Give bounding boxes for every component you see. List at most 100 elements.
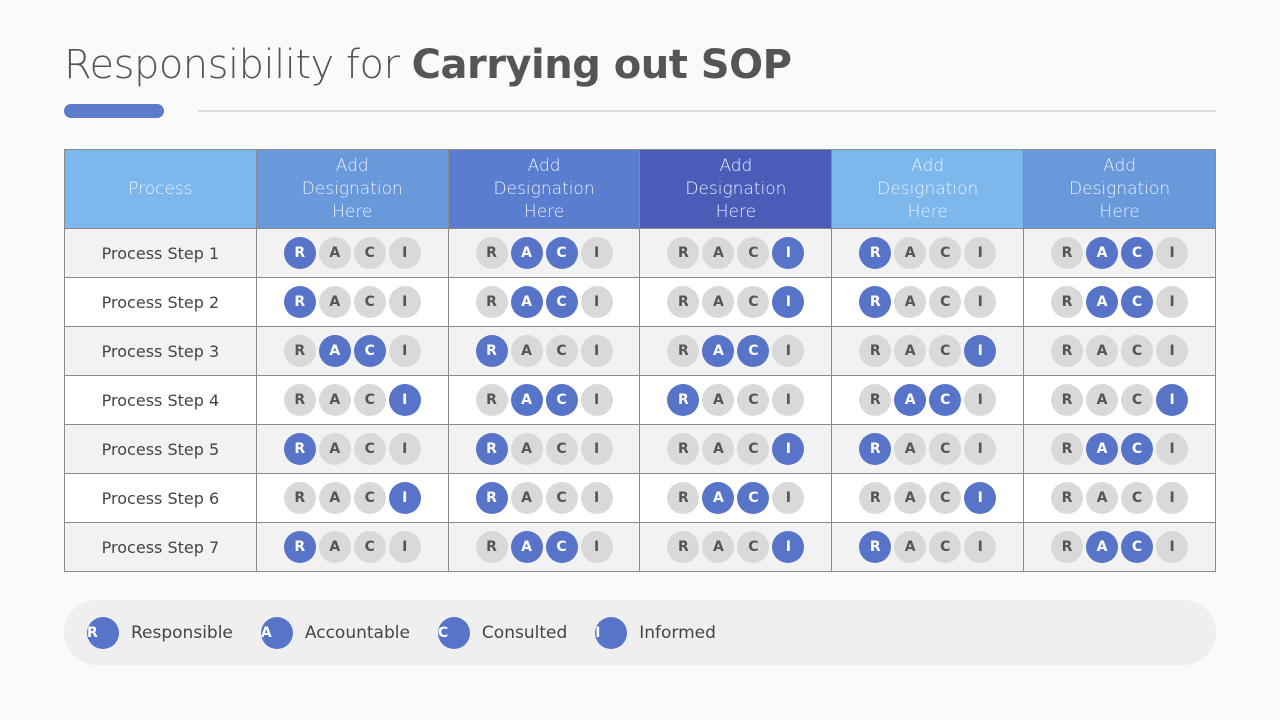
raci-r-badge[interactable]: R — [667, 384, 700, 416]
raci-r-badge[interactable]: R — [1051, 433, 1084, 465]
raci-i-badge[interactable]: I — [388, 286, 421, 318]
raci-c-badge[interactable]: C — [1121, 335, 1154, 367]
raci-r-badge[interactable]: R — [475, 384, 508, 416]
raci-i-badge[interactable]: I — [580, 433, 613, 465]
raci-r-badge[interactable]: R — [283, 237, 316, 269]
raci-a-badge[interactable]: A — [510, 237, 543, 269]
raci-r-badge[interactable]: R — [475, 286, 508, 318]
raci-a-badge[interactable]: A — [702, 335, 735, 367]
raci-r-badge[interactable]: R — [475, 531, 508, 563]
raci-c-badge[interactable]: C — [1121, 237, 1154, 269]
raci-i-badge[interactable]: I — [772, 335, 805, 367]
raci-c-badge[interactable]: C — [737, 335, 770, 367]
raci-i-badge[interactable]: I — [964, 335, 997, 367]
raci-i-badge[interactable]: I — [580, 384, 613, 416]
raci-c-badge[interactable]: C — [1121, 531, 1154, 563]
raci-r-badge[interactable]: R — [859, 286, 892, 318]
raci-a-badge[interactable]: A — [318, 531, 351, 563]
raci-a-badge[interactable]: A — [318, 384, 351, 416]
raci-a-badge[interactable]: A — [1086, 531, 1119, 563]
raci-i-badge[interactable]: I — [1156, 433, 1189, 465]
raci-r-badge[interactable]: R — [475, 335, 508, 367]
raci-i-badge[interactable]: I — [580, 482, 613, 514]
raci-r-badge[interactable]: R — [283, 286, 316, 318]
raci-c-badge[interactable]: C — [1121, 482, 1154, 514]
raci-c-badge[interactable]: C — [929, 531, 962, 563]
raci-c-badge[interactable]: C — [929, 482, 962, 514]
raci-i-badge[interactable]: I — [964, 384, 997, 416]
raci-a-badge[interactable]: A — [894, 433, 927, 465]
raci-a-badge[interactable]: A — [894, 286, 927, 318]
raci-r-badge[interactable]: R — [1051, 237, 1084, 269]
raci-a-badge[interactable]: A — [702, 531, 735, 563]
raci-c-badge[interactable]: C — [929, 237, 962, 269]
raci-a-badge[interactable]: A — [702, 482, 735, 514]
raci-a-badge[interactable]: A — [510, 531, 543, 563]
raci-a-badge[interactable]: A — [894, 482, 927, 514]
raci-i-badge[interactable]: I — [964, 237, 997, 269]
raci-i-badge[interactable]: I — [1156, 335, 1189, 367]
raci-i-badge[interactable]: I — [964, 531, 997, 563]
raci-r-badge[interactable]: R — [667, 286, 700, 318]
raci-i-badge[interactable]: I — [580, 335, 613, 367]
raci-c-badge[interactable]: C — [1121, 433, 1154, 465]
raci-r-badge[interactable]: R — [667, 482, 700, 514]
raci-a-badge[interactable]: A — [702, 286, 735, 318]
raci-r-badge[interactable]: R — [859, 482, 892, 514]
raci-c-badge[interactable]: C — [545, 433, 578, 465]
raci-i-badge[interactable]: I — [964, 286, 997, 318]
raci-a-badge[interactable]: A — [318, 433, 351, 465]
raci-r-badge[interactable]: R — [283, 384, 316, 416]
raci-i-badge[interactable]: I — [388, 335, 421, 367]
raci-r-badge[interactable]: R — [859, 384, 892, 416]
raci-i-badge[interactable]: I — [388, 531, 421, 563]
raci-i-badge[interactable]: I — [964, 482, 997, 514]
raci-r-badge[interactable]: R — [283, 531, 316, 563]
raci-i-badge[interactable]: I — [772, 531, 805, 563]
raci-c-badge[interactable]: C — [545, 237, 578, 269]
raci-a-badge[interactable]: A — [702, 384, 735, 416]
raci-a-badge[interactable]: A — [1086, 286, 1119, 318]
raci-i-badge[interactable]: I — [772, 384, 805, 416]
raci-c-badge[interactable]: C — [737, 482, 770, 514]
raci-c-badge[interactable]: C — [353, 237, 386, 269]
raci-a-badge[interactable]: A — [318, 286, 351, 318]
raci-c-badge[interactable]: C — [545, 384, 578, 416]
raci-c-badge[interactable]: C — [737, 286, 770, 318]
raci-r-badge[interactable]: R — [859, 237, 892, 269]
raci-c-badge[interactable]: C — [353, 433, 386, 465]
raci-i-badge[interactable]: I — [580, 531, 613, 563]
raci-a-badge[interactable]: A — [318, 335, 351, 367]
raci-a-badge[interactable]: A — [1086, 384, 1119, 416]
raci-c-badge[interactable]: C — [929, 433, 962, 465]
raci-r-badge[interactable]: R — [859, 433, 892, 465]
raci-c-badge[interactable]: C — [737, 384, 770, 416]
raci-i-badge[interactable]: I — [388, 384, 421, 416]
raci-i-badge[interactable]: I — [772, 482, 805, 514]
raci-a-badge[interactable]: A — [1086, 482, 1119, 514]
raci-i-badge[interactable]: I — [1156, 384, 1189, 416]
raci-a-badge[interactable]: A — [510, 335, 543, 367]
raci-a-badge[interactable]: A — [1086, 433, 1119, 465]
raci-r-badge[interactable]: R — [475, 237, 508, 269]
raci-r-badge[interactable]: R — [859, 335, 892, 367]
raci-c-badge[interactable]: C — [737, 237, 770, 269]
raci-i-badge[interactable]: I — [772, 286, 805, 318]
